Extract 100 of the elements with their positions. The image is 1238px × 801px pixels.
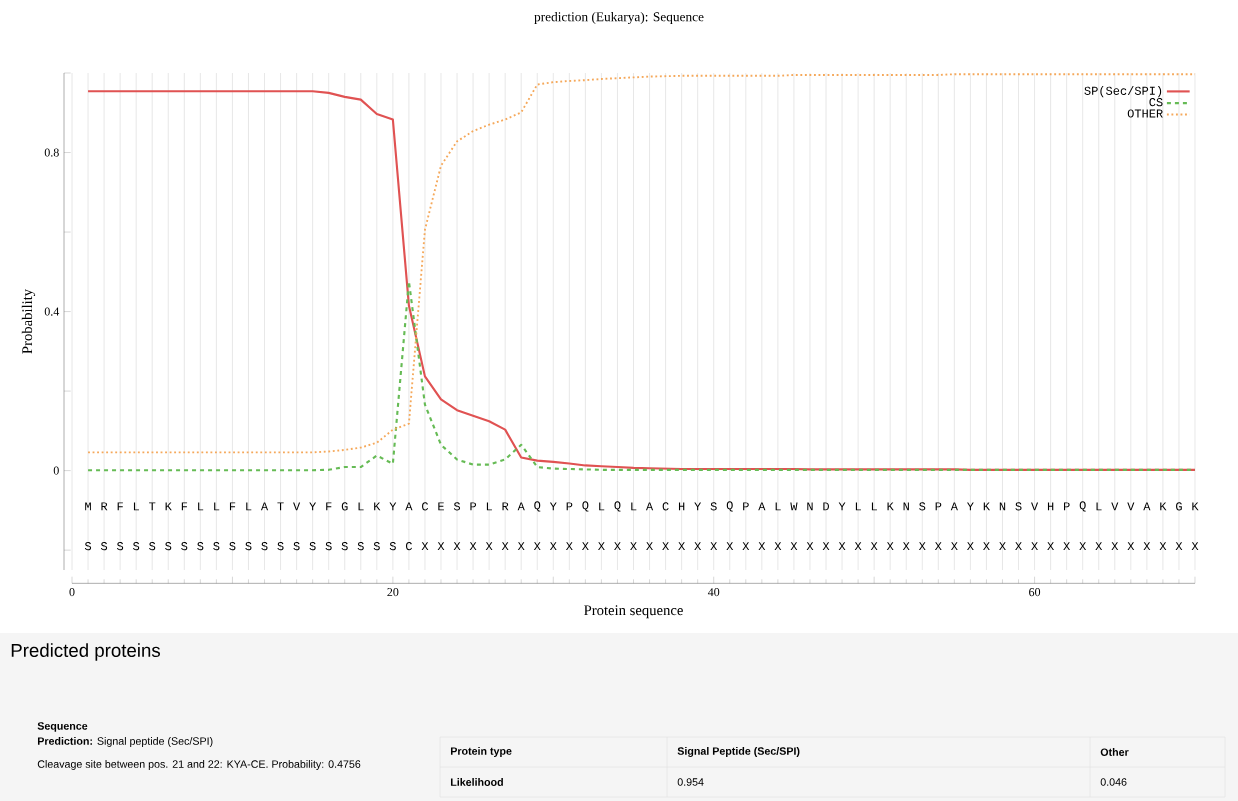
annotation: L [599, 502, 605, 511]
y-tick-label: 0.8 [44, 148, 59, 157]
annotation: S [453, 502, 461, 511]
text: Signal Peptide (Sec/SPI) [677, 747, 800, 757]
annotation: S [341, 542, 348, 551]
annotation: A [758, 502, 766, 511]
annotation: X [1175, 542, 1183, 551]
text: Cleavage site between pos. 21 and 22: KYA-CE. Probability: 0.4756 [37, 760, 361, 770]
annotation: X [501, 542, 509, 551]
annotation: Y [694, 502, 702, 511]
annotation: X [950, 542, 958, 551]
legend-label: CS [1149, 98, 1163, 107]
text: Predicted proteins [11, 643, 161, 661]
annotation: S [919, 502, 926, 511]
annotation: W [790, 502, 798, 511]
annotation: R [502, 502, 509, 511]
y-tick-label: 0 [53, 466, 59, 475]
annotation: S [325, 542, 332, 551]
annotation: Y [389, 502, 397, 511]
annotation: S [309, 542, 316, 551]
annotation: X [1015, 542, 1022, 551]
annotation: S [197, 542, 204, 551]
annotation: X [870, 542, 878, 551]
annotation: Y [309, 502, 317, 511]
annotation: K [165, 502, 172, 511]
annotation: F [181, 502, 188, 511]
annotation: A [260, 502, 269, 511]
annotation: S [84, 542, 92, 551]
annotation: X [1095, 542, 1103, 551]
annotation: C [422, 502, 429, 511]
annotation: L [631, 502, 637, 511]
chart-title: prediction (Eukarya): Sequence [534, 11, 704, 25]
annotation: X [999, 542, 1006, 551]
annotation: X [742, 542, 750, 551]
annotation: S [149, 542, 156, 551]
annotation: S [1015, 502, 1022, 511]
annotation: S [133, 542, 140, 551]
annotation: M [85, 502, 91, 511]
annotation: G [341, 502, 348, 511]
annotation: P [935, 502, 942, 511]
annotation: A [405, 502, 413, 511]
annotation: X [934, 542, 942, 551]
annotation: T [149, 502, 156, 511]
annotation: X [967, 542, 974, 551]
annotation: K [983, 502, 991, 511]
annotation: X [790, 542, 798, 551]
annotation: X [1143, 542, 1151, 551]
annotation: L [133, 502, 140, 511]
annotation: P [566, 502, 573, 511]
legend-label: SP(Sec/SPI) [1084, 86, 1162, 98]
annotation: Q [582, 501, 589, 512]
annotation: S [181, 542, 188, 551]
annotation: C [405, 542, 412, 551]
x-tick-label: 20 [387, 588, 399, 597]
annotation: P [743, 502, 749, 511]
annotation: X [854, 542, 862, 551]
annotation: X [902, 542, 910, 551]
annotation: Q [614, 501, 621, 512]
annotation: S [213, 542, 220, 551]
annotation: X [565, 542, 573, 551]
annotation: V [293, 502, 301, 511]
annotation: F [229, 502, 236, 511]
annotation: A [950, 502, 958, 511]
annotation: Q [1079, 501, 1086, 512]
annotation: X [1047, 542, 1054, 551]
annotation: X [614, 542, 621, 551]
annotation: H [1047, 502, 1054, 511]
annotation: X [421, 542, 429, 551]
annotation: H [678, 502, 685, 511]
annotation: X [453, 542, 461, 551]
annotation: Y [838, 502, 846, 511]
annotation: X [758, 542, 766, 551]
annotation: S [357, 542, 364, 551]
annotation: X [774, 542, 782, 551]
y-axis-title: Probability [21, 288, 36, 354]
annotation: S [293, 542, 300, 551]
annotation: L [871, 502, 877, 511]
annotation: V [1127, 502, 1135, 511]
annotation: L [855, 502, 861, 511]
annotation: X [710, 542, 718, 551]
annotation: S [245, 542, 252, 551]
annotation: X [886, 542, 894, 551]
annotation: X [838, 542, 846, 551]
annotation: X [598, 542, 605, 551]
annotation: X [469, 542, 477, 551]
annotation: X [517, 542, 525, 551]
annotation: N [903, 502, 909, 511]
annotation: R [101, 502, 108, 511]
annotation: X [533, 542, 541, 551]
annotation: L [198, 502, 204, 511]
annotation: X [678, 542, 686, 551]
text: Sequence [37, 722, 88, 732]
x-tick-label: 60 [1029, 588, 1041, 597]
annotation: L [214, 502, 220, 511]
text: 0.954 [677, 778, 704, 786]
annotation: X [983, 542, 990, 551]
annotation: L [486, 502, 492, 511]
annotation: L [1096, 502, 1102, 511]
annotation: Q [534, 501, 541, 512]
annotation: A [1143, 502, 1151, 511]
